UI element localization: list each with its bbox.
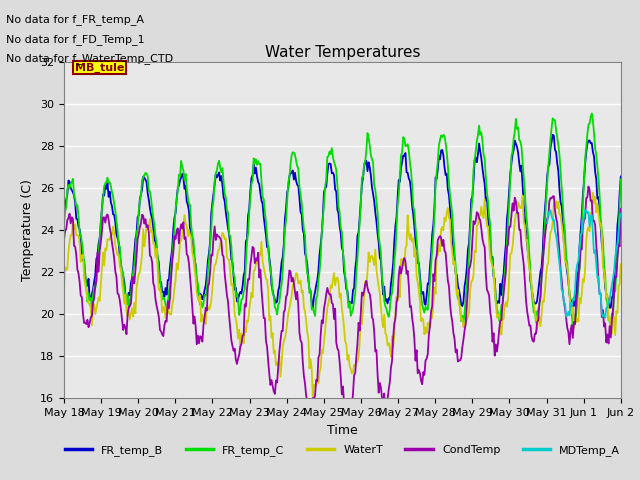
- FR_temp_C: [60, 222, 68, 228]
- FR_temp_B: [328, 170, 335, 176]
- CondTemp: [617, 206, 625, 212]
- Line: FR_temp_C: FR_temp_C: [64, 114, 621, 327]
- FR_temp_B: [324, 161, 332, 167]
- CondTemp: [60, 237, 68, 243]
- WaterT: [60, 284, 68, 290]
- CondTemp: [328, 300, 335, 306]
- FR_temp_C: [328, 145, 335, 151]
- CondTemp: [324, 289, 332, 295]
- Text: No data for f_FR_temp_A: No data for f_FR_temp_A: [6, 14, 145, 25]
- Line: WaterT: WaterT: [64, 193, 621, 396]
- FR_temp_C: [588, 111, 596, 117]
- FR_temp_B: [617, 174, 625, 180]
- WaterT: [326, 294, 333, 300]
- FR_temp_C: [362, 158, 369, 164]
- FR_temp_B: [392, 223, 399, 229]
- Line: CondTemp: CondTemp: [64, 187, 621, 428]
- Text: No data for f_FD_Temp_1: No data for f_FD_Temp_1: [6, 34, 145, 45]
- Y-axis label: Temperature (C): Temperature (C): [22, 180, 35, 281]
- CondTemp: [518, 243, 525, 249]
- Line: FR_temp_B: FR_temp_B: [64, 135, 621, 310]
- Legend: FR_temp_B, FR_temp_C, WaterT, CondTemp, MDTemp_A: FR_temp_B, FR_temp_C, WaterT, CondTemp, …: [60, 440, 625, 460]
- CondTemp: [393, 300, 401, 305]
- Text: MB_tule: MB_tule: [75, 62, 125, 72]
- MDTemp_A: [604, 304, 611, 310]
- CondTemp: [584, 184, 592, 190]
- WaterT: [329, 277, 337, 283]
- WaterT: [589, 190, 596, 196]
- Title: Water Temperatures: Water Temperatures: [265, 45, 420, 60]
- WaterT: [606, 315, 614, 321]
- FR_temp_C: [606, 318, 614, 324]
- WaterT: [393, 294, 401, 300]
- WaterT: [362, 283, 370, 288]
- X-axis label: Time: Time: [327, 424, 358, 437]
- FR_temp_C: [617, 177, 625, 182]
- FR_temp_B: [516, 168, 524, 174]
- CondTemp: [606, 323, 614, 329]
- Text: No data for f_WaterTemp_CTD: No data for f_WaterTemp_CTD: [6, 53, 173, 64]
- FR_temp_C: [392, 248, 399, 254]
- FR_temp_B: [549, 132, 557, 138]
- FR_temp_B: [606, 305, 614, 311]
- WaterT: [518, 204, 525, 210]
- FR_temp_B: [60, 213, 68, 219]
- CondTemp: [362, 278, 370, 284]
- FR_temp_C: [569, 324, 577, 330]
- FR_temp_C: [324, 153, 332, 159]
- MDTemp_A: [617, 211, 625, 216]
- FR_temp_C: [516, 139, 524, 144]
- FR_temp_B: [362, 158, 369, 164]
- WaterT: [617, 261, 625, 267]
- Line: MDTemp_A: MDTemp_A: [547, 210, 621, 318]
- WaterT: [309, 393, 317, 399]
- FR_temp_B: [569, 307, 577, 312]
- CondTemp: [344, 425, 351, 431]
